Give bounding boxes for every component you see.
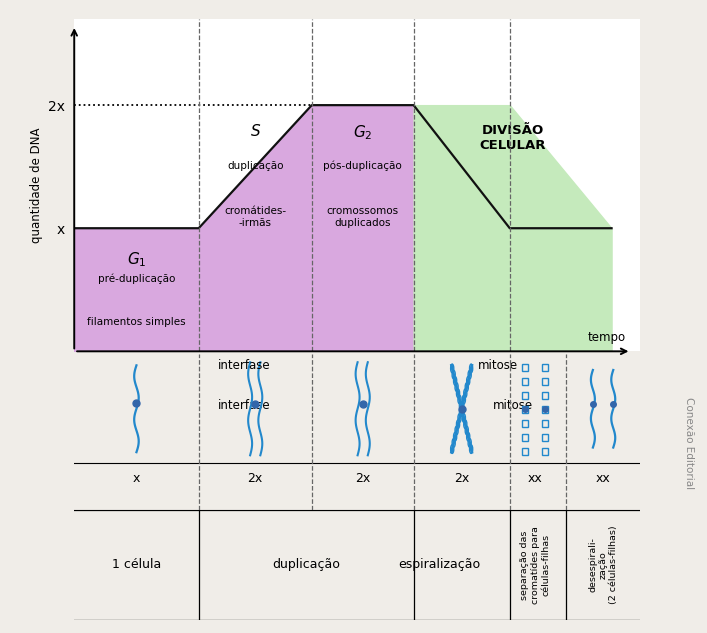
Text: duplicação: duplicação xyxy=(227,161,284,170)
Bar xyxy=(522,406,528,413)
Bar xyxy=(542,448,549,455)
Bar xyxy=(542,406,549,413)
Text: filamentos simples: filamentos simples xyxy=(87,317,186,327)
Bar xyxy=(522,434,528,441)
Text: mitose: mitose xyxy=(479,359,518,372)
Bar xyxy=(542,364,549,371)
Bar xyxy=(522,448,528,455)
Text: 2x: 2x xyxy=(454,472,469,485)
Text: interfase: interfase xyxy=(218,399,270,412)
Text: separação das
cromatídes para
células-filhas: separação das cromatídes para células-fi… xyxy=(520,526,550,604)
Text: pós-duplicação: pós-duplicação xyxy=(323,161,402,171)
Text: duplicação: duplicação xyxy=(272,558,340,572)
Text: pré-duplicação: pré-duplicação xyxy=(98,273,175,284)
Text: 2x: 2x xyxy=(247,472,263,485)
Bar xyxy=(522,378,528,385)
Text: interfase: interfase xyxy=(218,359,270,372)
Text: G$_2$: G$_2$ xyxy=(353,123,373,142)
Bar xyxy=(522,420,528,427)
Text: 1 célula: 1 célula xyxy=(112,558,161,572)
Text: x: x xyxy=(133,472,140,485)
Bar xyxy=(542,378,549,385)
Text: espiralização: espiralização xyxy=(398,558,480,572)
Text: DIVISÃO
CELULAR: DIVISÃO CELULAR xyxy=(479,123,546,152)
Bar xyxy=(522,364,528,371)
Text: cromossomos
duplicados: cromossomos duplicados xyxy=(327,206,399,228)
Bar xyxy=(522,392,528,399)
Text: tempo: tempo xyxy=(588,331,626,344)
Bar xyxy=(542,392,549,399)
Text: mitose: mitose xyxy=(493,399,532,412)
Text: Conexão Editorial: Conexão Editorial xyxy=(684,397,694,489)
Text: G$_1$: G$_1$ xyxy=(127,251,146,269)
Text: cromátides-
-irmãs: cromátides- -irmãs xyxy=(224,206,286,228)
Y-axis label: quantidade de DNA: quantidade de DNA xyxy=(30,127,43,243)
Bar xyxy=(542,420,549,427)
Text: S: S xyxy=(250,123,260,139)
Text: xx: xx xyxy=(596,472,610,485)
Text: 2x: 2x xyxy=(355,472,370,485)
Text: desespirali-
zação
(2 células-filhas): desespirali- zação (2 células-filhas) xyxy=(588,525,618,605)
Text: xx: xx xyxy=(528,472,542,485)
Bar xyxy=(542,434,549,441)
